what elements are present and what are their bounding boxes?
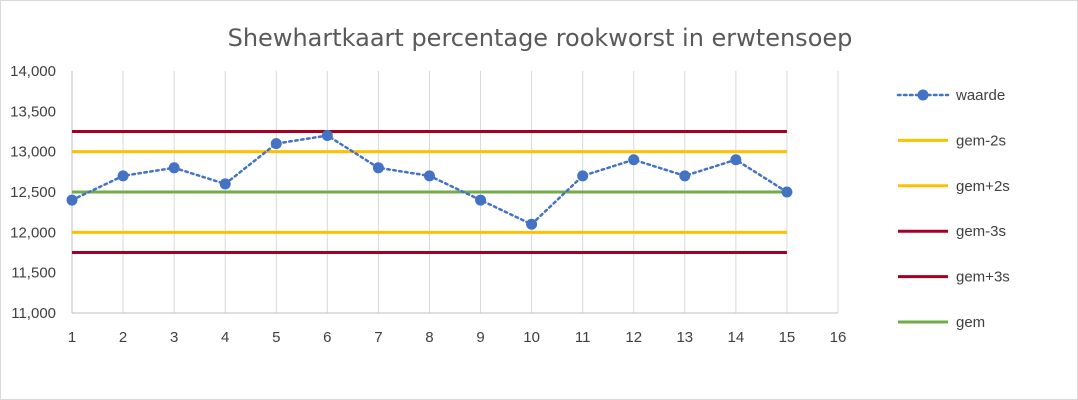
x-tick-label: 6 [323, 329, 331, 346]
x-tick-label: 11 [575, 329, 591, 346]
x-tick-label: 1 [68, 329, 76, 346]
legend-item[interactable]: waarde [896, 87, 1005, 104]
x-tick-label: 2 [119, 329, 127, 346]
legend-item[interactable]: gem [898, 314, 985, 331]
data-point [372, 162, 384, 174]
x-tick-label: 10 [523, 329, 540, 346]
y-tick-label: 11,500 [11, 265, 56, 282]
y-tick-label: 13,500 [10, 103, 56, 120]
data-point [679, 170, 691, 182]
legend-label: gem-2s [956, 132, 1006, 149]
data-point [475, 194, 487, 206]
legend[interactable]: waarde gem-2s gem+2s gem-3s gem+3s gem [896, 87, 1010, 331]
series-layer [66, 130, 793, 254]
x-tick-label: 12 [625, 329, 642, 346]
data-point [270, 138, 282, 150]
y-tick-label: 14,000 [10, 63, 56, 80]
x-tick-label: 9 [476, 329, 484, 346]
x-tick-label: 5 [272, 329, 280, 346]
legend-marker [917, 89, 929, 101]
data-point [423, 170, 435, 182]
legend-label: waarde [955, 87, 1005, 104]
y-tick-label: 11,000 [11, 305, 56, 322]
legend-label: gem-3s [956, 223, 1006, 240]
legend-item[interactable]: gem-2s [898, 132, 1006, 149]
legend-item[interactable]: gem+3s [898, 269, 1010, 286]
x-tick-label: 8 [425, 329, 433, 346]
x-tick-label: 15 [779, 329, 796, 346]
data-point [781, 186, 793, 198]
x-tick-label: 7 [374, 329, 382, 346]
data-point [117, 170, 129, 182]
x-tick-label: 16 [830, 329, 847, 346]
data-point [628, 154, 640, 166]
x-tick-label: 4 [221, 329, 229, 346]
chart-title: Shewhartkaart percentage rookworst in er… [228, 24, 853, 52]
y-tick-label: 13,000 [10, 144, 56, 161]
data-point [730, 154, 742, 166]
legend-item[interactable]: gem+2s [898, 178, 1010, 195]
legend-label: gem [956, 314, 985, 331]
data-point [168, 162, 180, 174]
data-point [577, 170, 589, 182]
data-point [66, 194, 78, 206]
x-tick-label: 3 [170, 329, 178, 346]
legend-item[interactable]: gem-3s [898, 223, 1006, 240]
legend-label: gem+2s [956, 178, 1010, 195]
x-tick-label: 13 [676, 329, 693, 346]
legend-label: gem+3s [956, 269, 1010, 286]
data-point [321, 130, 333, 142]
data-point [219, 178, 231, 190]
axis-layer: 11,000 11,500 12,000 12,500 13,000 13,500 14,0… [10, 63, 846, 346]
y-tick-label: 12,500 [10, 184, 56, 201]
y-tick-label: 12,000 [10, 224, 56, 241]
data-point [526, 218, 538, 230]
x-tick-label: 14 [728, 329, 745, 346]
